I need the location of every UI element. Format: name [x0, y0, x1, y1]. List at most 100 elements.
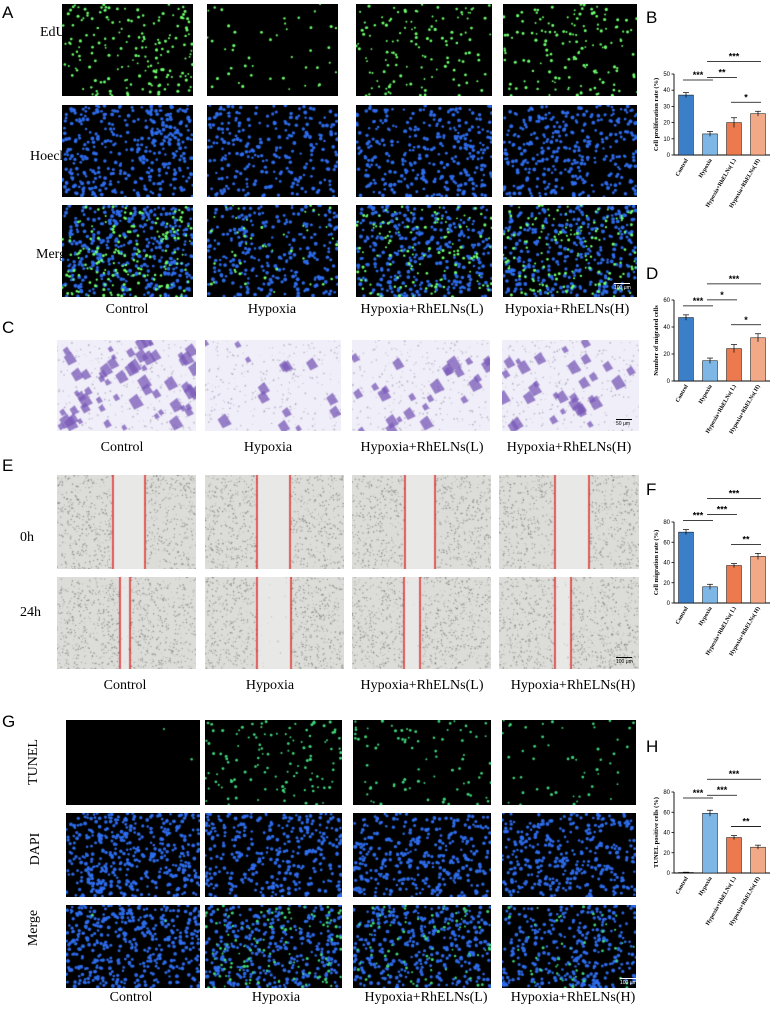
row-label-edu: EdU — [40, 25, 66, 40]
y-tick-label: 0 — [667, 601, 671, 607]
col-label-high: Hypoxia+RhELNs(H) — [506, 440, 632, 455]
significance-label: * — [744, 315, 748, 325]
microscopy-image — [503, 4, 637, 96]
transwell-image — [205, 340, 341, 431]
microscopy-image — [205, 813, 342, 897]
col-label-hypoxia: Hypoxia — [247, 302, 297, 317]
panel-label-c: C — [2, 318, 15, 337]
bar — [678, 94, 694, 156]
panel-label-f: F — [646, 480, 657, 499]
microscopy-image — [353, 905, 491, 988]
y-tick-label: 40 — [663, 831, 670, 837]
bar — [750, 556, 766, 604]
y-tick-label: 0 — [667, 153, 671, 159]
microscopy-image — [66, 720, 200, 805]
col-label-control: Control — [103, 678, 147, 693]
significance-label: ** — [718, 68, 726, 78]
col-label-low: Hypoxia+RhELNs(L) — [364, 990, 488, 1005]
col-label-control: Control — [109, 990, 153, 1005]
microscopy-image — [62, 105, 193, 197]
x-tick-label: Control — [675, 606, 690, 626]
microscopy-image — [207, 4, 338, 96]
y-tick-label: 20 — [663, 581, 670, 587]
col-label-low: Hypoxia+RhELNs(L) — [360, 440, 484, 455]
scale-bar-line — [614, 283, 630, 284]
microscopy-image — [205, 905, 342, 988]
y-tick-label: 80 — [663, 790, 670, 796]
y-tick-label: 0 — [667, 379, 671, 385]
microscopy-image — [356, 4, 492, 96]
scale-bar: 50 μm — [616, 419, 632, 427]
y-axis-label: Cell migration rate (%) — [653, 530, 660, 596]
panel-label-h: H — [646, 737, 659, 756]
scratch-image — [352, 577, 491, 669]
panel-label-d: D — [646, 264, 659, 283]
bar — [726, 348, 742, 382]
y-tick-label: 20 — [663, 121, 670, 127]
y-tick-label: 40 — [663, 561, 670, 567]
microscopy-image — [66, 905, 200, 988]
row-label-0h: 0h — [20, 530, 34, 545]
x-tick-label: Control — [675, 876, 690, 896]
microscopy-image — [353, 813, 491, 897]
panel-label-a: A — [2, 3, 14, 22]
col-label-high: Hypoxia+RhELNs(H) — [510, 678, 636, 693]
col-label-high: Hypoxia+RhELNs(H) — [510, 990, 636, 1005]
col-label-low: Hypoxia+RhELNs(L) — [360, 678, 484, 693]
y-axis-label: Cell proliferation rate (%) — [653, 78, 660, 151]
y-tick-label: 60 — [663, 810, 670, 816]
bar — [750, 337, 766, 382]
significance-label: ** — [742, 817, 750, 827]
scratch-image — [205, 577, 344, 669]
significance-label: *** — [729, 274, 740, 284]
x-tick-label: Control — [675, 384, 690, 404]
y-tick-label: 40 — [663, 325, 670, 331]
y-axis-label: Number of migrated cells — [653, 305, 660, 376]
scale-bar-label: 100 μm — [616, 659, 633, 665]
row-label-dapi: DAPI — [28, 832, 43, 866]
col-label-control: Control — [105, 302, 149, 317]
scratch-image — [352, 475, 491, 569]
microscopy-image — [356, 205, 492, 297]
chart-f: 0 20 40 60 80 Cell migration rate (%) Control H… — [640, 488, 780, 698]
x-tick-label: Hypoxia — [698, 158, 714, 179]
y-tick-label: 60 — [663, 298, 670, 304]
col-label-hypoxia: Hypoxia — [245, 678, 295, 693]
bar — [702, 133, 718, 156]
col-label-hypoxia: Hypoxia — [251, 990, 301, 1005]
bar — [750, 846, 766, 874]
bar — [678, 531, 694, 604]
row-label-merge: Merge — [26, 909, 41, 947]
significance-label: ** — [742, 534, 750, 544]
microscopy-image — [62, 4, 193, 96]
microscopy-image — [66, 813, 200, 897]
transwell-image — [57, 340, 196, 431]
significance-label: *** — [729, 52, 740, 62]
y-tick-label: 30 — [663, 104, 670, 110]
scratch-image — [57, 475, 196, 569]
col-label-hypoxia: Hypoxia — [243, 440, 293, 455]
scratch-image — [499, 475, 639, 569]
microscopy-image — [353, 720, 491, 805]
significance-label: *** — [717, 785, 728, 795]
transwell-image — [502, 340, 639, 431]
microscopy-image — [207, 105, 338, 197]
col-label-control: Control — [100, 440, 144, 455]
transwell-image — [352, 340, 490, 431]
significance-label: *** — [729, 489, 740, 499]
row-label-24h: 24h — [20, 605, 41, 620]
microscopy-image — [356, 105, 492, 197]
bar — [750, 113, 766, 156]
significance-label: *** — [717, 505, 728, 515]
chart-d: 0 20 40 60 Number of migrated cells Control Hy… — [640, 266, 780, 476]
significance-label: * — [744, 92, 748, 102]
x-tick-label: Control — [675, 158, 690, 178]
significance-label: *** — [693, 511, 704, 521]
microscopy-image — [502, 905, 636, 988]
bar — [726, 837, 742, 874]
x-tick-label: Hypoxia — [698, 876, 714, 897]
